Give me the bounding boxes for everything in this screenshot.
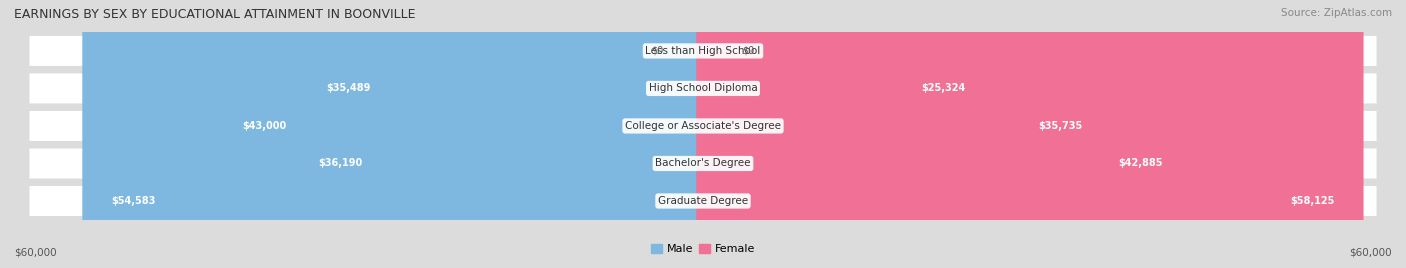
Text: Bachelor's Degree: Bachelor's Degree: [655, 158, 751, 169]
FancyBboxPatch shape: [30, 148, 1376, 178]
Text: $42,885: $42,885: [1118, 158, 1163, 169]
Text: $58,125: $58,125: [1289, 196, 1334, 206]
Legend: Male, Female: Male, Female: [650, 243, 756, 255]
Text: $43,000: $43,000: [242, 121, 285, 131]
FancyBboxPatch shape: [30, 73, 1376, 103]
FancyBboxPatch shape: [83, 0, 710, 268]
Text: $36,190: $36,190: [318, 158, 363, 169]
FancyBboxPatch shape: [696, 0, 1112, 268]
FancyBboxPatch shape: [696, 0, 1364, 268]
Text: Source: ZipAtlas.com: Source: ZipAtlas.com: [1281, 8, 1392, 18]
Text: $60,000: $60,000: [14, 247, 56, 257]
FancyBboxPatch shape: [30, 36, 1376, 66]
Text: EARNINGS BY SEX BY EDUCATIONAL ATTAINMENT IN BOONVILLE: EARNINGS BY SEX BY EDUCATIONAL ATTAINMEN…: [14, 8, 416, 21]
FancyBboxPatch shape: [30, 186, 1376, 216]
Text: Graduate Degree: Graduate Degree: [658, 196, 748, 206]
FancyBboxPatch shape: [696, 0, 994, 268]
Text: $35,489: $35,489: [326, 83, 371, 94]
Text: Less than High School: Less than High School: [645, 46, 761, 56]
FancyBboxPatch shape: [290, 0, 710, 268]
Text: $0: $0: [742, 46, 755, 56]
FancyBboxPatch shape: [297, 0, 710, 268]
Text: $0: $0: [651, 46, 664, 56]
Text: High School Diploma: High School Diploma: [648, 83, 758, 94]
Text: $54,583: $54,583: [111, 196, 156, 206]
Text: $25,324: $25,324: [921, 83, 966, 94]
FancyBboxPatch shape: [699, 0, 735, 268]
Text: $35,735: $35,735: [1038, 121, 1083, 131]
FancyBboxPatch shape: [212, 0, 710, 268]
FancyBboxPatch shape: [671, 0, 707, 268]
Text: College or Associate's Degree: College or Associate's Degree: [626, 121, 780, 131]
FancyBboxPatch shape: [30, 111, 1376, 141]
FancyBboxPatch shape: [696, 0, 1192, 268]
Text: $60,000: $60,000: [1350, 247, 1392, 257]
